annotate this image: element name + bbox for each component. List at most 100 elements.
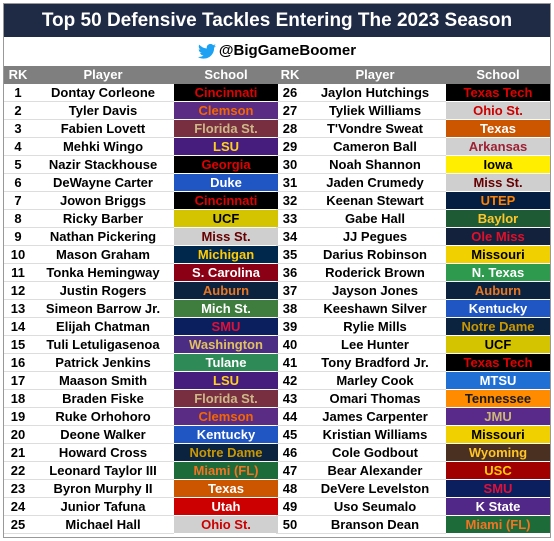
player: Junior Tafuna [32, 498, 174, 516]
player: Gabe Hall [304, 210, 446, 228]
rank: 50 [276, 516, 304, 534]
rank: 36 [276, 264, 304, 282]
school: UCF [174, 210, 278, 228]
twitter-icon [197, 43, 216, 59]
school: Mich St. [174, 300, 278, 318]
player: Michael Hall [32, 516, 174, 534]
rank: 8 [4, 210, 32, 228]
school: JMU [446, 408, 550, 426]
rank: 2 [4, 102, 32, 120]
school: Clemson [174, 408, 278, 426]
player: Nathan Pickering [32, 228, 174, 246]
player: Ruke Orhohoro [32, 408, 174, 426]
school: Washington [174, 336, 278, 354]
rank: 24 [4, 498, 32, 516]
school: K State [446, 498, 550, 516]
school: UTEP [446, 192, 550, 210]
school: Miss St. [446, 174, 550, 192]
school: Miss St. [174, 228, 278, 246]
player: Patrick Jenkins [32, 354, 174, 372]
rank: 20 [4, 426, 32, 444]
player: Deone Walker [32, 426, 174, 444]
school: Utah [174, 498, 278, 516]
column-header: RK [276, 66, 304, 84]
rank: 6 [4, 174, 32, 192]
column-header: RK [4, 66, 32, 84]
player: DeVere Levelston [304, 480, 446, 498]
rank: 33 [276, 210, 304, 228]
rank: 45 [276, 426, 304, 444]
player: Jowon Briggs [32, 192, 174, 210]
rank: 14 [4, 318, 32, 336]
rank: 43 [276, 390, 304, 408]
player: Lee Hunter [304, 336, 446, 354]
player: Keeshawn Silver [304, 300, 446, 318]
school: Cincinnati [174, 192, 278, 210]
rank: 18 [4, 390, 32, 408]
rank: 46 [276, 444, 304, 462]
player: Tyliek Williams [304, 102, 446, 120]
school: Duke [174, 174, 278, 192]
title: Top 50 Defensive Tackles Entering The 20… [4, 4, 550, 37]
table-card: Top 50 Defensive Tackles Entering The 20… [3, 3, 551, 538]
player: Byron Murphy II [32, 480, 174, 498]
school: Notre Dame [446, 318, 550, 336]
player: Uso Seumalo [304, 498, 446, 516]
rank: 39 [276, 318, 304, 336]
school: USC [446, 462, 550, 480]
player: Dontay Corleone [32, 84, 174, 102]
rank: 19 [4, 408, 32, 426]
rank: 15 [4, 336, 32, 354]
player: Rylie Mills [304, 318, 446, 336]
handle: @BigGameBoomer [218, 42, 357, 59]
rank: 47 [276, 462, 304, 480]
school: Miami (FL) [446, 516, 550, 534]
rank: 49 [276, 498, 304, 516]
school: Cincinnati [174, 84, 278, 102]
player: Ricky Barber [32, 210, 174, 228]
school: Missouri [446, 246, 550, 264]
player: Omari Thomas [304, 390, 446, 408]
rank: 13 [4, 300, 32, 318]
player: Howard Cross [32, 444, 174, 462]
rank: 38 [276, 300, 304, 318]
column-header: School [446, 66, 550, 84]
player: Darius Robinson [304, 246, 446, 264]
column-header: School [174, 66, 278, 84]
school: Auburn [174, 282, 278, 300]
school: SMU [174, 318, 278, 336]
rank: 30 [276, 156, 304, 174]
rank: 28 [276, 120, 304, 138]
school: Ohio St. [174, 516, 278, 534]
player: Tyler Davis [32, 102, 174, 120]
rank: 16 [4, 354, 32, 372]
school: Auburn [446, 282, 550, 300]
school: Florida St. [174, 390, 278, 408]
school: Arkansas [446, 138, 550, 156]
player: Elijah Chatman [32, 318, 174, 336]
player: Nazir Stackhouse [32, 156, 174, 174]
school: Tennessee [446, 390, 550, 408]
school: Miami (FL) [174, 462, 278, 480]
rank: 44 [276, 408, 304, 426]
player: Noah Shannon [304, 156, 446, 174]
rank: 10 [4, 246, 32, 264]
rank: 48 [276, 480, 304, 498]
school: SMU [446, 480, 550, 498]
school: Missouri [446, 426, 550, 444]
school: S. Carolina [174, 264, 278, 282]
school: MTSU [446, 372, 550, 390]
rank: 41 [276, 354, 304, 372]
school: Ole Miss [446, 228, 550, 246]
school: LSU [174, 372, 278, 390]
player: Maason Smith [32, 372, 174, 390]
player: Roderick Brown [304, 264, 446, 282]
school: Texas [446, 120, 550, 138]
column-header: Player [304, 66, 446, 84]
player: Mehki Wingo [32, 138, 174, 156]
rank: 32 [276, 192, 304, 210]
rank: 22 [4, 462, 32, 480]
player: JJ Pegues [304, 228, 446, 246]
handle-row: @BigGameBoomer [4, 37, 550, 65]
player: Simeon Barrow Jr. [32, 300, 174, 318]
